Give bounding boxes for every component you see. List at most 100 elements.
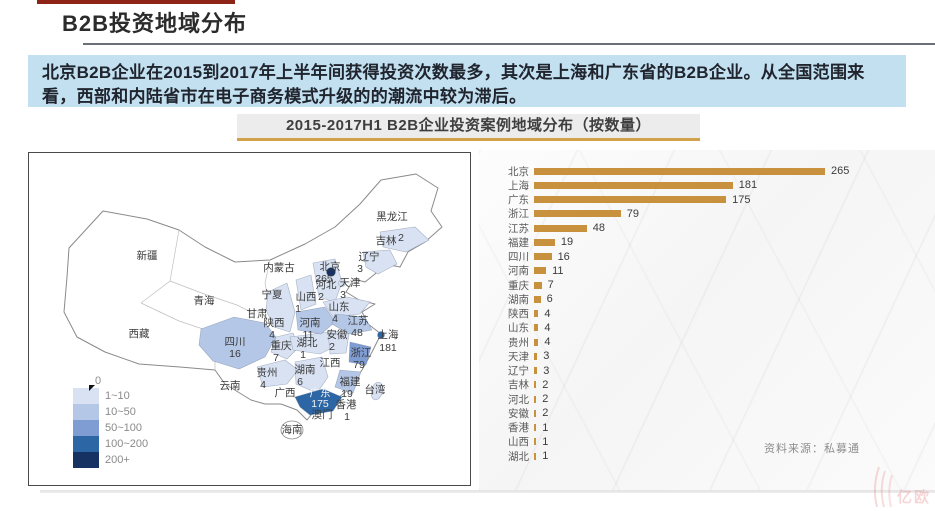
china-map: [63, 173, 443, 440]
bar-category-label: 吉林: [508, 379, 529, 392]
bar-category-label: 湖南: [508, 293, 529, 306]
legend-row: 200+: [73, 452, 148, 468]
bar-category-label: 贵州: [508, 336, 529, 349]
map-label: 1: [344, 410, 350, 423]
province-liaoning: [362, 249, 398, 275]
bar-category-label: 香港: [508, 422, 529, 435]
province-hainan: [280, 420, 304, 440]
bar-value: 2: [542, 378, 549, 391]
province-sichuan: [198, 316, 277, 370]
map-label: 云南: [219, 379, 241, 392]
summary-banner: 北京B2B企业在2015到2017年上半年间获得投资次数最多，其次是上海和广东省…: [28, 55, 906, 107]
province-anhui: [327, 329, 350, 355]
bar-value: 265: [831, 165, 850, 178]
bar: [534, 267, 547, 275]
bar-row: 广东 175: [479, 193, 935, 207]
map-label: 香港: [335, 398, 357, 411]
bar-row: 天津 3: [479, 349, 935, 363]
province-beijing: [326, 267, 336, 277]
map-label: 甘肃: [246, 307, 268, 320]
bar: [534, 409, 537, 417]
bar-category-label: 陕西: [508, 308, 529, 321]
bar-value: 1: [542, 421, 549, 434]
bar-value: 1: [542, 435, 549, 448]
watermark-icon: [873, 466, 893, 507]
bar-category-label: 湖北: [508, 450, 529, 463]
china-map-panel: 新疆 青海 西藏 内蒙古 宁夏 甘肃 陕西 4 四川 16 重庆 7 云南 贵州 4 广西 海南 湖南 6 湖北 1 河南…: [28, 152, 471, 486]
bar-row: 河南 11: [479, 264, 935, 278]
legend-zero-row: 0: [89, 375, 148, 391]
map-label: 黑龙江: [376, 210, 408, 223]
bar-row: 吉林 2: [479, 378, 935, 392]
bar-chart: 北京 265 上海 181 广东 175 浙江 79 江苏 48 福建 19 四川 16 河南 11 重庆 7 湖南…: [479, 164, 935, 463]
bar-row: 陕西 4: [479, 307, 935, 321]
bar-category-label: 北京: [508, 165, 529, 178]
map-label: 浙江: [350, 346, 372, 359]
map-label: 3: [340, 288, 346, 301]
bar-row: 贵州 4: [479, 335, 935, 349]
map-label: 福建: [339, 375, 361, 388]
map-label: 7: [273, 351, 279, 364]
map-label: 19: [341, 387, 353, 400]
province-guangdong: [294, 388, 343, 416]
map-label: 265: [315, 272, 333, 285]
bar-value: 181: [738, 179, 758, 192]
bar: [534, 324, 539, 332]
bar-row: 香港 1: [479, 421, 935, 435]
legend-label: 1~10: [105, 390, 130, 402]
map-label: 河北: [315, 278, 337, 291]
map-label: 湖北: [296, 336, 318, 349]
map-label: 安徽: [326, 328, 348, 341]
map-label: 上海: [377, 328, 399, 341]
bar-value: 4: [544, 321, 551, 334]
bar-value: 7: [547, 279, 554, 292]
map-label: 江西: [319, 356, 341, 369]
bar: [534, 452, 537, 460]
bar-row: 上海 181: [479, 178, 935, 192]
bar: [534, 338, 539, 346]
province-shaanxi: [265, 282, 296, 333]
bar: [534, 367, 538, 375]
legend-label: 100~200: [105, 438, 149, 450]
bar-value: 48: [592, 222, 605, 235]
bar: [534, 310, 539, 318]
province-shanxi: [295, 274, 317, 311]
bar-row: 浙江 79: [479, 207, 935, 221]
bar-category-label: 河北: [508, 393, 529, 406]
bar-category-label: 江苏: [508, 222, 529, 235]
map-label: 181: [379, 341, 397, 354]
map-label: 山东: [328, 300, 350, 313]
bar-row: 湖南 6: [479, 292, 935, 306]
map-label: 48: [351, 326, 363, 339]
province-hunan: [294, 356, 329, 394]
map-label: 青海: [193, 294, 215, 307]
map-label: 3: [357, 262, 363, 275]
bar-row: 安徽 2: [479, 406, 935, 420]
map-label: 79: [353, 358, 365, 371]
bar: [534, 210, 621, 218]
map-label: 广西: [274, 386, 296, 399]
province-jiangsu: [331, 313, 373, 335]
bar-category-label: 辽宁: [508, 365, 529, 378]
legend-row: 1~10: [73, 388, 148, 404]
bar-row: 四川 16: [479, 250, 935, 264]
bar-category-label: 天津: [508, 350, 529, 363]
border-qinghai: [169, 280, 254, 314]
legend-row: 50~100: [73, 420, 148, 436]
bar-value: 2: [542, 407, 549, 420]
bar: [534, 196, 727, 204]
bar-value: 19: [560, 236, 574, 249]
bar: [534, 438, 537, 446]
province-fujian: [334, 369, 362, 394]
bar-row: 山东 4: [479, 321, 935, 335]
bar-chart-panel: 北京 265 上海 181 广东 175 浙江 79 江苏 48 福建 19 四川 16 河南 11 重庆 7 湖南…: [479, 150, 935, 492]
bar-row: 福建 19: [479, 235, 935, 249]
legend-swatch: [73, 420, 99, 436]
legend-label: 50~100: [105, 422, 143, 434]
map-label: 新疆: [136, 249, 158, 262]
province-shandong: [322, 296, 371, 318]
map-label: 11: [302, 328, 314, 341]
map-label: 1: [300, 348, 306, 361]
bar-category-label: 山西: [508, 436, 529, 449]
